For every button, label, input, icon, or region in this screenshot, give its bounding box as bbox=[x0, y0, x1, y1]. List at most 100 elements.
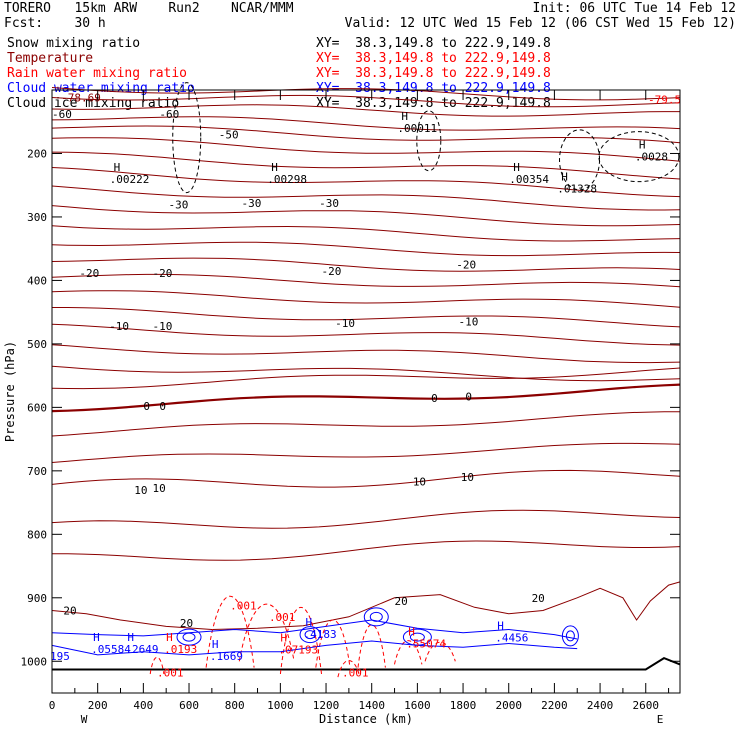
y-tick-label: 300 bbox=[27, 211, 47, 224]
header-valid-time: Valid: 12 UTC Wed 15 Feb 12 (06 CST Wed … bbox=[344, 16, 736, 31]
rain-contour-label: .001 bbox=[342, 667, 369, 680]
x-tick-label: 1000 bbox=[267, 699, 294, 712]
isotherm-line bbox=[51, 290, 681, 308]
isotherm-line bbox=[51, 241, 681, 257]
maximum-marker: H bbox=[513, 161, 520, 174]
y-tick-label: 600 bbox=[27, 401, 47, 414]
y-tick-label: 900 bbox=[27, 592, 47, 605]
maximum-value-label: .07193 bbox=[278, 644, 318, 657]
header-forecast-hour: Fcst: 30 h bbox=[4, 16, 106, 31]
maximum-marker: H bbox=[497, 620, 504, 633]
x-tick-label: 200 bbox=[88, 699, 108, 712]
cloud-water-max-contour bbox=[304, 630, 316, 640]
maximum-marker: H bbox=[408, 625, 415, 638]
isotherm-label: 0 bbox=[465, 391, 472, 404]
isotherm-line bbox=[51, 116, 681, 131]
isotherm-label: -30 bbox=[168, 198, 188, 211]
maximum-marker: H bbox=[305, 616, 312, 629]
isotherm-label: 20 bbox=[63, 604, 76, 617]
cloud-water-max-contour bbox=[402, 628, 432, 646]
maximum-marker: H bbox=[127, 631, 134, 644]
cloud-ice-contour bbox=[598, 131, 680, 183]
isotherm-label: 10 bbox=[152, 482, 165, 495]
isotherm-line bbox=[51, 87, 681, 101]
maximum-value-label: .4456 bbox=[495, 632, 528, 645]
isotherm-line bbox=[51, 137, 681, 162]
isotherm-line bbox=[51, 125, 681, 144]
y-tick-label: 1000 bbox=[21, 655, 48, 668]
isotherm-label: -10 bbox=[458, 316, 478, 329]
x-tick-label: 800 bbox=[225, 699, 245, 712]
isotherm-label: -20 bbox=[456, 259, 476, 272]
maximum-marker: H bbox=[93, 631, 100, 644]
isotherm-label: -50 bbox=[219, 128, 239, 141]
maximum-marker: H bbox=[166, 631, 173, 644]
legend-temperature-range: XY= 38.3,149.8 to 222.9,149.8 bbox=[316, 51, 551, 66]
isotherm-line bbox=[51, 167, 681, 198]
y-tick-label: 800 bbox=[27, 528, 47, 541]
y-axis-title: Pressure (hPa) bbox=[3, 341, 17, 442]
maximum-value-label: .2649 bbox=[125, 643, 158, 656]
cloud-ice-contour bbox=[172, 82, 202, 194]
cloud-water-max-contour bbox=[409, 632, 425, 642]
maximum-value-label: .1669 bbox=[210, 650, 243, 663]
rain-contour bbox=[394, 640, 423, 665]
x-tick-label: 600 bbox=[179, 699, 199, 712]
maximum-marker: H bbox=[212, 638, 219, 651]
isotherm-line bbox=[51, 257, 681, 272]
x-tick-label: 1200 bbox=[313, 699, 340, 712]
rain-contour bbox=[205, 596, 255, 668]
maximum-value-label: .00298 bbox=[267, 173, 307, 186]
y-tick-label: 700 bbox=[27, 465, 47, 478]
isotherm-label: -20 bbox=[152, 267, 172, 280]
isotherm-label: -20 bbox=[321, 265, 341, 278]
maximum-value-label: .05584 bbox=[91, 643, 131, 656]
isotherm-line bbox=[51, 225, 681, 242]
isotherm-label: -10 bbox=[152, 320, 172, 333]
x-tick-label: 1600 bbox=[404, 699, 431, 712]
corner-label: -78.69 bbox=[61, 92, 101, 105]
isotherm-line bbox=[51, 205, 681, 227]
rain-contour-label: .001 bbox=[157, 667, 184, 680]
isotherm-line bbox=[52, 540, 681, 561]
x-tick-label: 400 bbox=[133, 699, 153, 712]
cloud-water-max-contour bbox=[299, 626, 321, 644]
isotherm-label: 20 bbox=[180, 617, 193, 630]
isotherm-line bbox=[51, 94, 681, 108]
isotherm-label: -30 bbox=[242, 197, 262, 210]
maximum-value-label: .0028 bbox=[635, 151, 668, 164]
cloud-water-max-contour bbox=[561, 625, 579, 647]
x-tick-label: 1400 bbox=[358, 699, 385, 712]
maximum-value-label: .00354 bbox=[509, 173, 549, 186]
x-tick-label: 2200 bbox=[541, 699, 568, 712]
isotherm-label: 0 bbox=[431, 392, 438, 405]
cloud-water-max-contour bbox=[363, 607, 389, 627]
maximum-marker: H bbox=[561, 170, 568, 183]
x-tick-label: 1800 bbox=[450, 699, 477, 712]
isotherm-label: 0 bbox=[159, 400, 166, 413]
x-end-label-west: W bbox=[81, 713, 88, 726]
cloud-water-max-contour bbox=[176, 628, 202, 646]
legend-snow-name: Snow mixing ratio bbox=[7, 36, 141, 51]
maximum-marker: H bbox=[280, 632, 287, 645]
isotherm-label: -10 bbox=[109, 320, 129, 333]
x-tick-label: 0 bbox=[49, 699, 56, 712]
maximum-marker: H bbox=[271, 161, 278, 174]
x-tick-label: 2000 bbox=[495, 699, 522, 712]
cloud-water-max-contour bbox=[369, 611, 383, 622]
isotherm-label: 10 bbox=[134, 484, 147, 497]
rain-contour bbox=[315, 619, 351, 668]
isotherm-label: 10 bbox=[461, 471, 474, 484]
legend-snow-range: XY= 38.3,149.8 to 222.9,149.8 bbox=[316, 36, 551, 51]
isotherm-label: 20 bbox=[532, 592, 545, 605]
cloud-ice-contour bbox=[416, 110, 442, 172]
rain-contour bbox=[424, 641, 456, 662]
legend-rain-range: XY= 38.3,149.8 to 222.9,149.8 bbox=[316, 66, 551, 81]
maximum-value-label: .4183 bbox=[303, 628, 336, 641]
isotherm-line bbox=[51, 151, 681, 180]
isotherm-label: -20 bbox=[79, 267, 99, 280]
isotherm-line bbox=[51, 367, 681, 390]
isotherm-line bbox=[51, 469, 681, 488]
x-tick-label: 2600 bbox=[632, 699, 659, 712]
